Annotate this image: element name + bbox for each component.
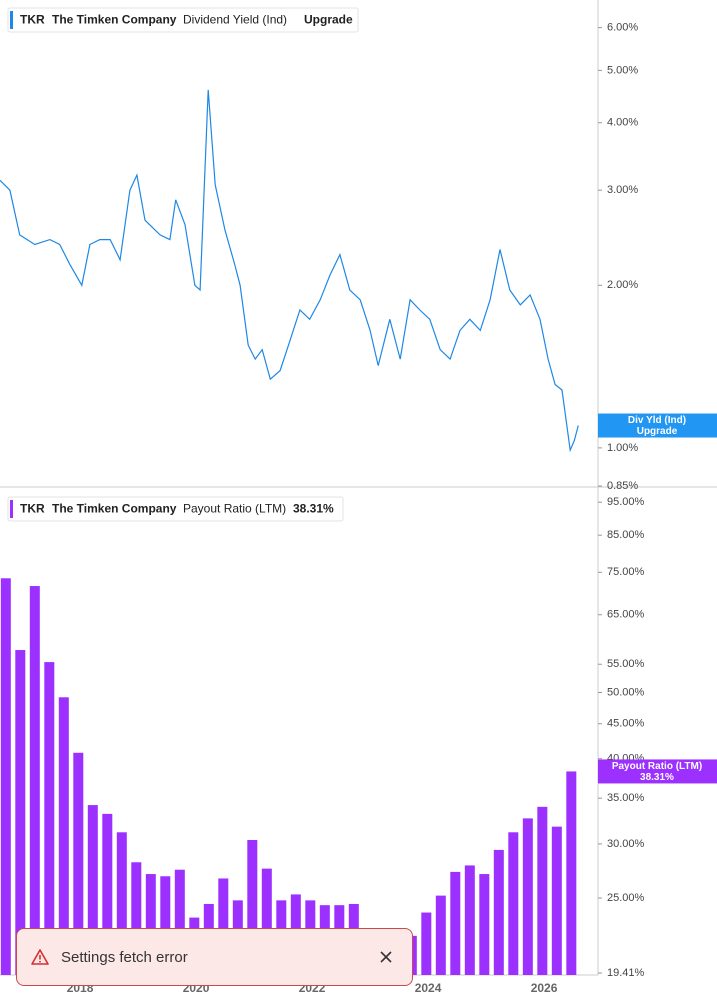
legend-company: The Timken Company <box>52 13 177 27</box>
badge-name: Div Yld (Ind) <box>628 415 686 426</box>
y-tick-label: 2.00% <box>607 279 638 291</box>
bar <box>479 874 490 975</box>
y-tick-label: 75.00% <box>607 566 645 578</box>
x-tick-label: 2026 <box>531 981 558 995</box>
y-tick-label: 95.00% <box>607 496 645 508</box>
legend-ticker: TKR <box>20 13 45 27</box>
bar <box>73 752 84 975</box>
bar <box>522 818 533 975</box>
bar <box>551 826 562 975</box>
bar <box>435 895 446 975</box>
y-tick-label: 55.00% <box>607 658 645 670</box>
bar <box>29 586 40 975</box>
x-tick-label: 2024 <box>415 981 442 995</box>
y-tick-label: 35.00% <box>607 792 645 804</box>
bar <box>493 849 504 975</box>
bar <box>537 806 548 975</box>
bar <box>15 650 26 975</box>
bar <box>421 912 432 975</box>
y-tick-label: 19.41% <box>607 967 645 979</box>
y-tick-label: 45.00% <box>607 718 645 730</box>
y-tick-label: 50.00% <box>607 686 645 698</box>
legend-accent <box>10 11 13 29</box>
bar <box>102 813 113 975</box>
legend-accent <box>10 500 13 518</box>
y-tick-label: 6.00% <box>607 22 638 34</box>
y-tick-label: 1.00% <box>607 442 638 454</box>
y-tick-label: 4.00% <box>607 117 638 129</box>
close-button[interactable] <box>376 947 396 967</box>
value-badge <box>598 413 717 438</box>
bar <box>116 832 127 975</box>
y-tick-label: 85.00% <box>607 529 645 541</box>
bar <box>0 578 11 975</box>
toast-message: Settings fetch error <box>61 948 188 966</box>
y-tick-label: 25.00% <box>607 892 645 904</box>
y-tick-label: 0.85% <box>607 480 638 492</box>
bar <box>508 832 519 975</box>
bar <box>218 878 229 975</box>
warning-icon <box>31 949 49 965</box>
legend-box <box>7 496 344 522</box>
bar <box>464 865 475 975</box>
legend-value: Upgrade <box>304 13 353 27</box>
bar <box>566 771 577 975</box>
legend-company: The Timken Company <box>52 502 177 516</box>
value-badge <box>598 759 717 784</box>
bar <box>44 662 55 975</box>
legend-title: Dividend Yield (Ind) <box>183 13 287 27</box>
bar <box>247 839 258 975</box>
bar <box>131 862 142 975</box>
bar <box>58 697 69 975</box>
y-tick-label: 65.00% <box>607 609 645 621</box>
y-tick-label: 5.00% <box>607 64 638 76</box>
error-toast: Settings fetch error <box>16 928 413 986</box>
legend-box <box>7 7 359 33</box>
bar <box>450 871 461 975</box>
bar <box>87 805 98 975</box>
bar <box>145 874 156 975</box>
legend-ticker: TKR <box>20 502 45 516</box>
legend-value: 38.31% <box>293 502 334 516</box>
badge-name: Payout Ratio (LTM) <box>612 761 702 772</box>
badge-value: Upgrade <box>637 426 678 437</box>
bar <box>261 868 272 975</box>
yield-line <box>0 89 579 453</box>
bar <box>160 876 171 975</box>
y-tick-label: 30.00% <box>607 838 645 850</box>
y-tick-label: 3.00% <box>607 184 638 196</box>
bar <box>174 869 185 975</box>
badge-value: 38.31% <box>640 772 674 783</box>
legend-title: Payout Ratio (LTM) <box>183 502 286 516</box>
